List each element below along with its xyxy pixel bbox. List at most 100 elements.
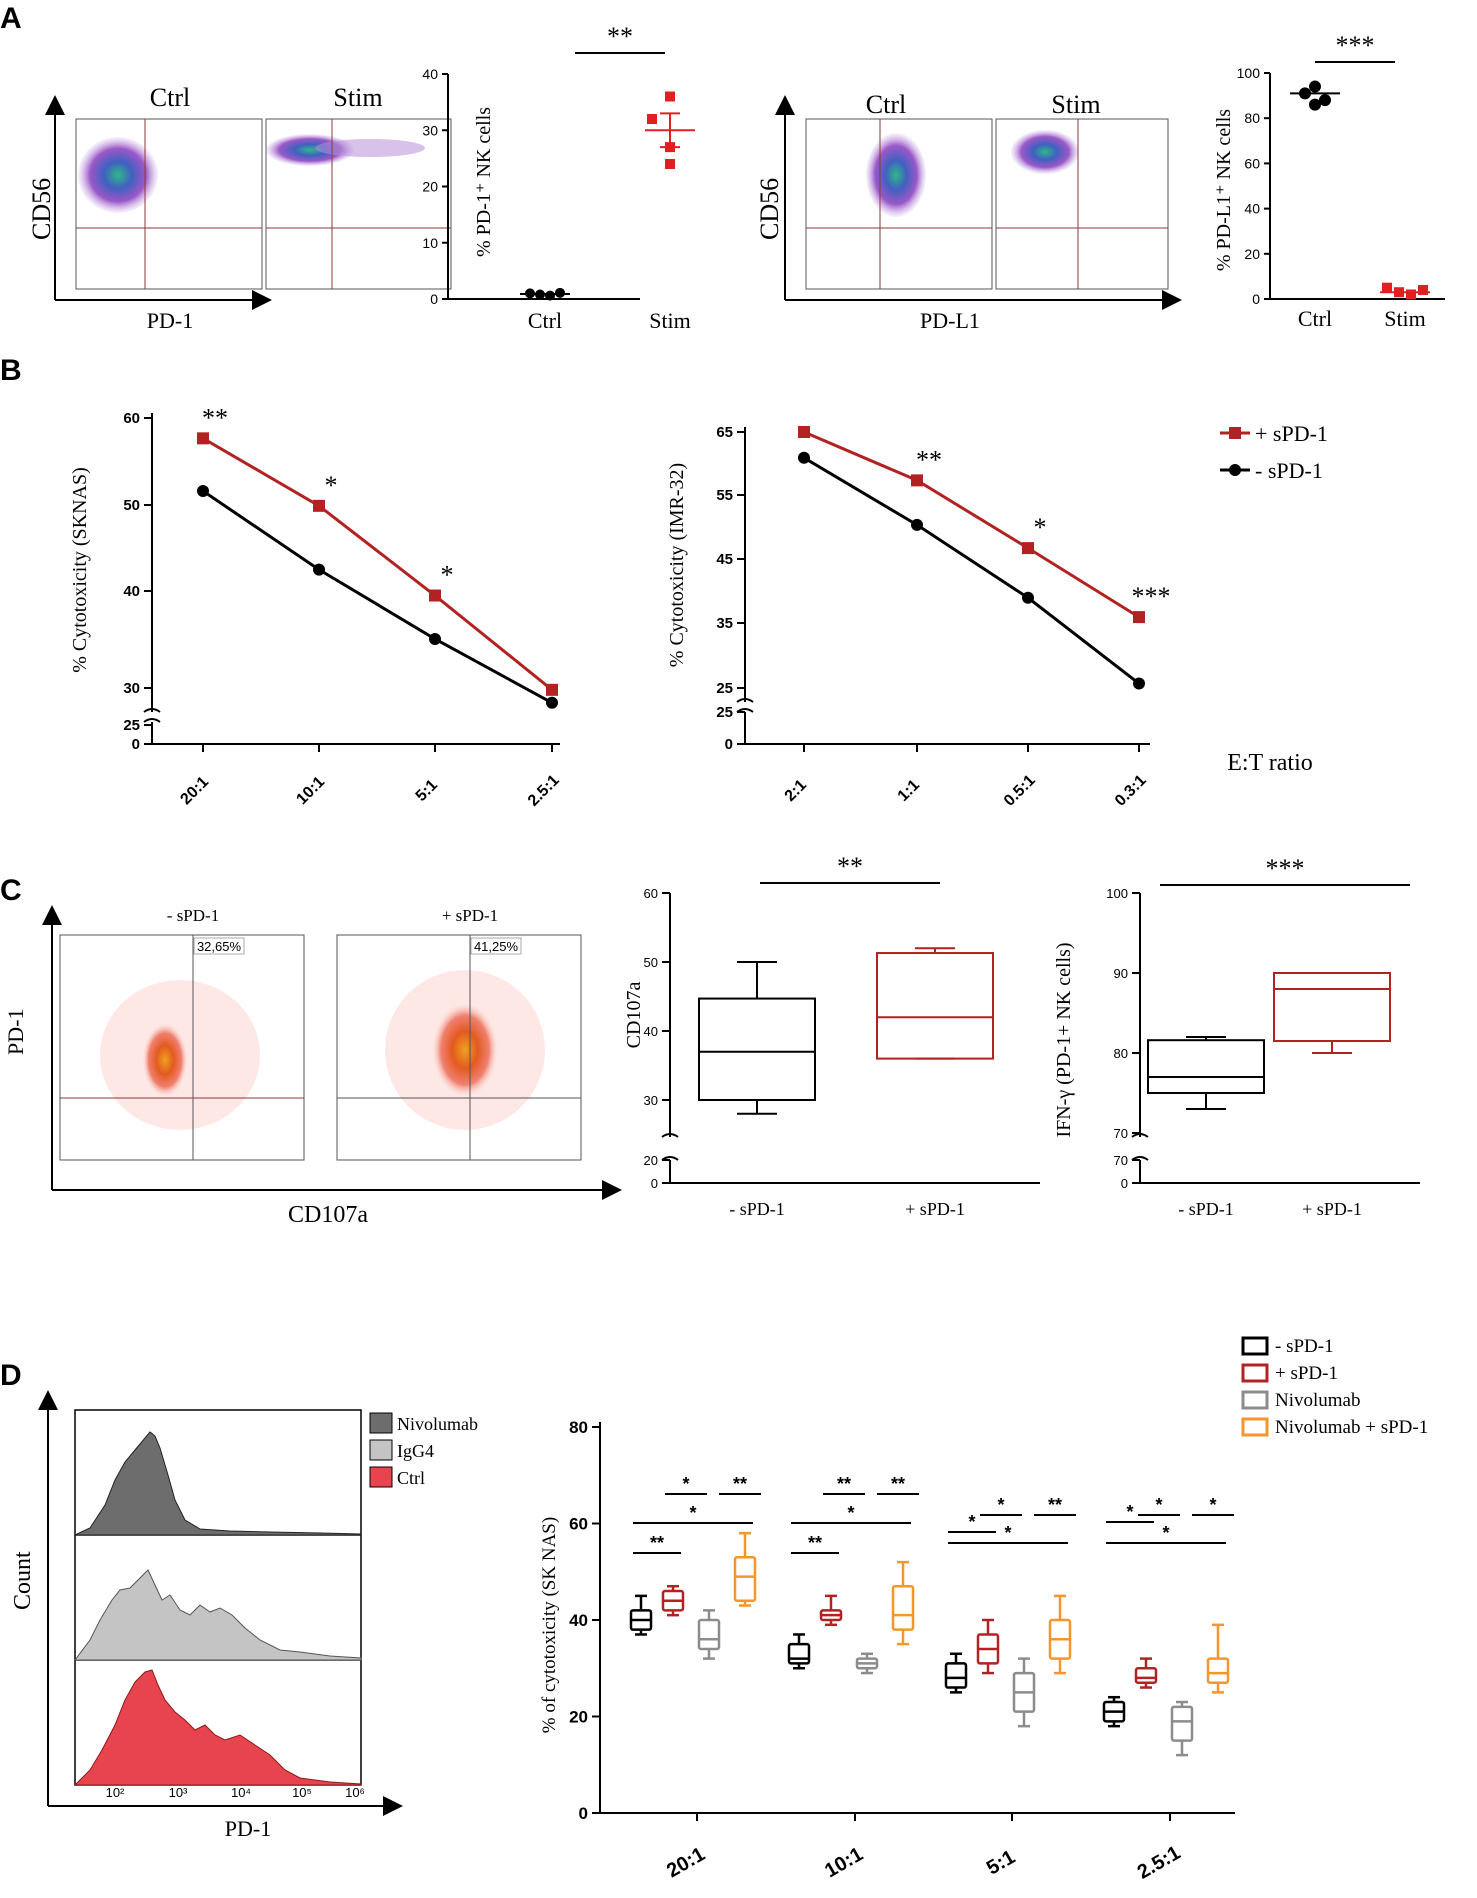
c2-ytick-label: 100 xyxy=(1106,886,1128,901)
b1-xtick-label: 5:1 xyxy=(413,777,441,805)
c1-break xyxy=(661,1133,679,1138)
b2-star: * xyxy=(1034,513,1047,542)
b1-xtick-label: 2.5:1 xyxy=(525,772,563,810)
b1-break xyxy=(143,718,161,723)
b1-series-line xyxy=(202,489,553,705)
b2-series-line xyxy=(803,430,1140,619)
flow-plot-cd107a: PD-1 CD107a - sPD-1 + sPD-1 32,65% 41,25… xyxy=(3,905,622,1228)
b1-star: * xyxy=(441,561,454,590)
d-legend-label: Nivolumab xyxy=(1275,1390,1361,1411)
flow-plot-pd1: CD56 PD-1 Ctrl Stim xyxy=(27,83,452,333)
b2-ytick-label: 25 xyxy=(716,680,733,697)
hist-legend-nivolumab: Nivolumab xyxy=(397,1414,478,1434)
d-sig-label: * xyxy=(1209,1495,1216,1515)
a2-ytick-label: 0 xyxy=(1252,291,1260,307)
c1-ytick-label: 60 xyxy=(644,886,658,901)
a2-point xyxy=(1319,94,1331,107)
d-sig-label: * xyxy=(1126,1502,1133,1522)
flow1-ylabel: CD56 xyxy=(27,178,56,240)
a2-point xyxy=(1382,282,1392,293)
d-sig-label: ** xyxy=(733,1474,747,1494)
b1-point xyxy=(429,632,441,645)
c2-ytick-label: 70 xyxy=(1114,1126,1128,1141)
d-box xyxy=(787,1642,811,1665)
legend-swatch-ctrl xyxy=(369,1466,393,1488)
b1-ylabel: % Cytotoxicity (SKNAS) xyxy=(69,467,91,673)
d-sig-label: * xyxy=(1004,1523,1011,1543)
panel-label-c: C xyxy=(0,874,22,907)
d-xtick-label: 20:1 xyxy=(663,1843,709,1882)
flow-plot-pdl1: CD56 PD-L1 Ctrl Stim xyxy=(755,90,1182,333)
d-sig-label: * xyxy=(689,1503,696,1523)
hist-ctrl-curve xyxy=(73,1669,362,1786)
flow2-ctrl-title: Ctrl xyxy=(866,90,906,119)
b1-star: ** xyxy=(202,403,228,432)
b2-point xyxy=(911,474,923,487)
flow3-xlabel: CD107a xyxy=(288,1202,368,1228)
a2-ytick-label: 60 xyxy=(1244,155,1260,171)
b2-series-line xyxy=(803,456,1140,685)
b-legend-label: + sPD-1 xyxy=(1255,421,1328,446)
d-box xyxy=(697,1618,721,1651)
b1-star: * xyxy=(325,471,338,500)
a1-ytick-label: 30 xyxy=(422,122,438,138)
d-sig-label: * xyxy=(1155,1495,1162,1515)
d-sig-label: ** xyxy=(808,1533,822,1553)
a2-ytick-label: 20 xyxy=(1244,246,1260,262)
hist-tick-4: 10⁵ xyxy=(292,1785,312,1800)
flow3-ylabel: PD-1 xyxy=(3,1009,28,1055)
b2-point xyxy=(798,451,810,464)
b1-point xyxy=(546,683,558,696)
a2-xtick-label: Stim xyxy=(1384,306,1426,331)
flow1-xlabel: PD-1 xyxy=(147,308,193,333)
c1-ytick-label: 40 xyxy=(644,1024,658,1039)
d-ytick-label: 60 xyxy=(569,1515,588,1534)
c2-box xyxy=(1273,972,1391,1042)
b-xlabel: E:T ratio xyxy=(1227,750,1313,776)
d-legend-label: - sPD-1 xyxy=(1275,1336,1334,1357)
b2-point xyxy=(798,426,810,438)
b2-ytick-label: 0 xyxy=(725,736,733,753)
b2-xtick-label: 0.3:1 xyxy=(1112,772,1150,810)
d-box xyxy=(1206,1657,1230,1684)
b2-point xyxy=(1022,542,1034,555)
d-xtick-label: 2.5:1 xyxy=(1134,1842,1184,1884)
c1-ylabel: CD107a xyxy=(623,982,645,1049)
d-legend-swatch xyxy=(1241,1390,1269,1410)
b1-break xyxy=(143,708,161,713)
c2-xtick-label: - sPD-1 xyxy=(1178,1199,1234,1219)
flow3-left-gate: 32,65% xyxy=(197,939,242,954)
d-box xyxy=(1170,1705,1194,1742)
b2-xtick-label: 2:1 xyxy=(782,777,810,805)
b2-star: *** xyxy=(1132,582,1171,611)
d-sig-label: ** xyxy=(1048,1495,1062,1515)
a1-point xyxy=(545,290,555,301)
c1-ytick-label: 50 xyxy=(644,955,658,970)
hist-ylabel: Count xyxy=(10,1551,36,1610)
a2-xtick-label: Ctrl xyxy=(1298,306,1332,331)
b1-ytick-label: 40 xyxy=(123,583,140,600)
d-legend-swatch xyxy=(1241,1336,1269,1356)
c1-ytick-label: 30 xyxy=(644,1093,658,1108)
d-sig-label: * xyxy=(847,1503,854,1523)
a1-point xyxy=(525,288,535,299)
a1-point xyxy=(665,91,675,102)
d-legend-label: Nivolumab + sPD-1 xyxy=(1275,1417,1428,1438)
c2-ytick-label: 80 xyxy=(1114,1046,1128,1061)
b2-point xyxy=(1133,611,1145,624)
c2-sig-label: *** xyxy=(1266,854,1305,883)
d-sig-label: * xyxy=(682,1474,689,1494)
a2-ytick-label: 40 xyxy=(1244,201,1260,217)
b2-ytick-label: 65 xyxy=(716,424,733,441)
c1-box xyxy=(698,997,816,1102)
d-ytick-label: 40 xyxy=(569,1611,588,1630)
a1-sig-label: ** xyxy=(607,22,633,51)
b-legend-label: - sPD-1 xyxy=(1255,458,1323,483)
b2-break xyxy=(736,698,754,703)
c1-sig-label: ** xyxy=(837,852,863,881)
c1-box xyxy=(876,952,994,1060)
hist-xlabel: PD-1 xyxy=(225,1816,271,1841)
c1-xtick-label: - sPD-1 xyxy=(729,1199,785,1219)
a1-xtick-label: Stim xyxy=(649,308,691,333)
d-sig-label: ** xyxy=(837,1474,851,1494)
